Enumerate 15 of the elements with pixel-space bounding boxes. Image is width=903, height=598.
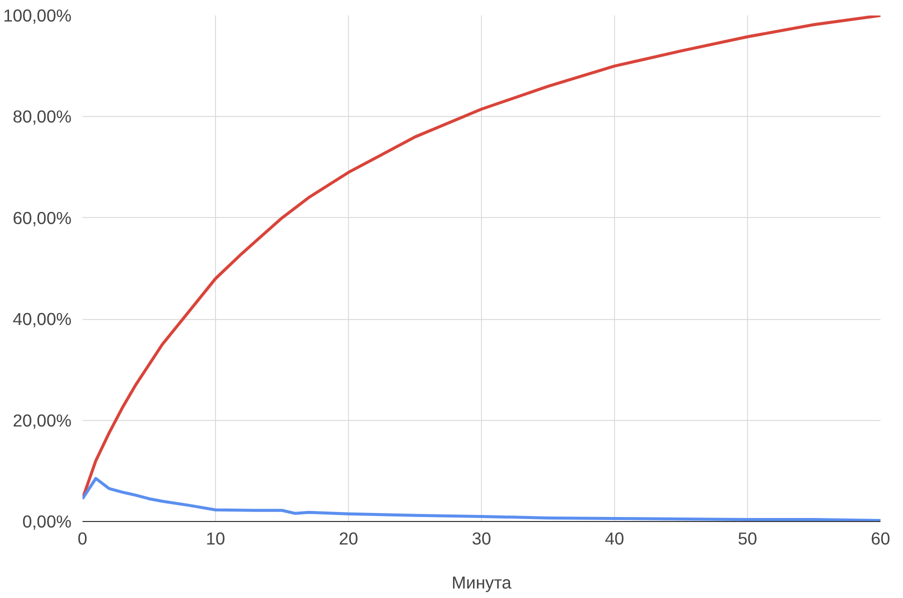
y-tick-label: 60,00% <box>12 208 72 228</box>
x-tick-label: 40 <box>604 528 624 548</box>
y-tick-label: 0,00% <box>22 512 72 532</box>
x-tick-label: 10 <box>206 528 226 548</box>
x-tick-label: 20 <box>338 528 358 548</box>
x-tick-label: 60 <box>870 528 890 548</box>
y-tick-label: 100,00% <box>3 6 72 26</box>
y-tick-label: 40,00% <box>12 309 72 330</box>
line-series <box>82 476 880 522</box>
x-tick-label: 50 <box>738 528 758 548</box>
y-tick-label: 20,00% <box>12 410 72 430</box>
x-tick-label: 30 <box>472 528 492 548</box>
x-axis-title: Минута <box>452 572 512 592</box>
y-tick-label: 80,00% <box>12 106 72 127</box>
x-tick-label: 0 <box>78 528 88 548</box>
